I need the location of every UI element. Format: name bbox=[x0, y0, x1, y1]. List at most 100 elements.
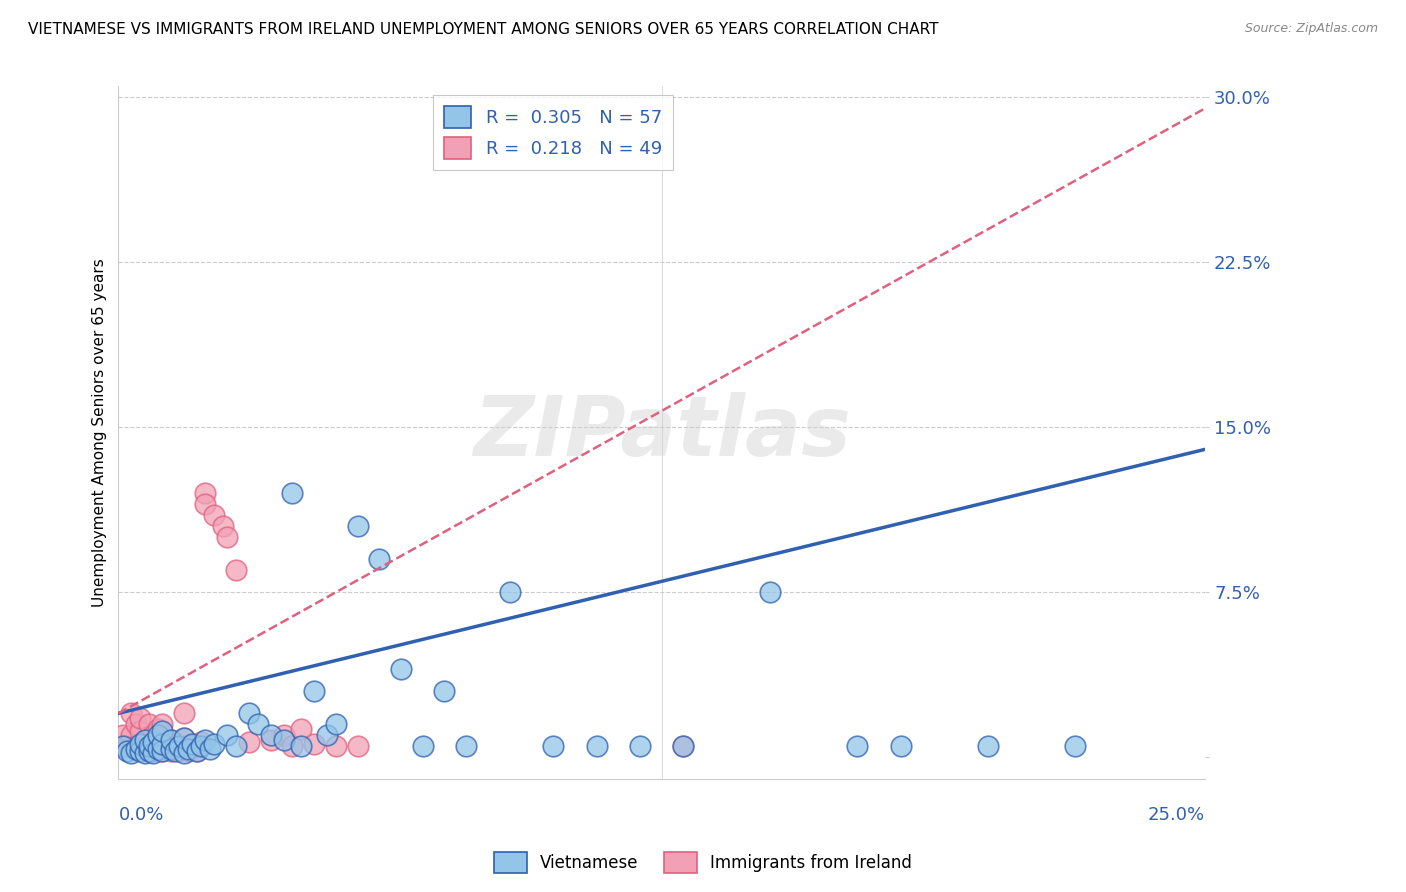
Point bbox=[142, 746, 165, 760]
Point bbox=[211, 519, 233, 533]
Point bbox=[238, 706, 260, 721]
Point bbox=[129, 739, 152, 754]
Point bbox=[138, 735, 160, 749]
Point bbox=[202, 508, 225, 523]
Text: VIETNAMESE VS IMMIGRANTS FROM IRELAND UNEMPLOYMENT AMONG SENIORS OVER 65 YEARS C: VIETNAMESE VS IMMIGRANTS FROM IRELAND UN… bbox=[28, 22, 939, 37]
Point bbox=[173, 706, 195, 721]
Point bbox=[138, 744, 160, 758]
Point bbox=[134, 732, 156, 747]
Point bbox=[325, 739, 347, 754]
Point bbox=[134, 732, 156, 747]
Point bbox=[115, 744, 138, 758]
Point bbox=[194, 486, 217, 500]
Point bbox=[190, 739, 212, 754]
Point bbox=[159, 744, 181, 758]
Point bbox=[977, 739, 1000, 754]
Point bbox=[281, 739, 304, 754]
Point bbox=[150, 737, 173, 751]
Point bbox=[194, 732, 217, 747]
Point bbox=[121, 728, 143, 742]
Point bbox=[225, 739, 247, 754]
Point bbox=[111, 739, 134, 754]
Legend: R =  0.305   N = 57, R =  0.218   N = 49: R = 0.305 N = 57, R = 0.218 N = 49 bbox=[433, 95, 673, 170]
Point bbox=[129, 711, 152, 725]
Point bbox=[585, 739, 607, 754]
Point bbox=[173, 746, 195, 760]
Point bbox=[628, 739, 651, 754]
Point bbox=[155, 739, 177, 754]
Point bbox=[125, 739, 148, 754]
Point bbox=[456, 739, 478, 754]
Point bbox=[173, 731, 195, 745]
Point bbox=[138, 744, 160, 758]
Point bbox=[138, 739, 160, 754]
Point bbox=[181, 739, 204, 754]
Point bbox=[759, 585, 782, 599]
Point bbox=[389, 662, 412, 676]
Point bbox=[146, 739, 169, 754]
Point bbox=[198, 741, 221, 756]
Legend: Vietnamese, Immigrants from Ireland: Vietnamese, Immigrants from Ireland bbox=[486, 846, 920, 880]
Point bbox=[846, 739, 869, 754]
Point bbox=[159, 732, 181, 747]
Point bbox=[541, 739, 564, 754]
Point bbox=[302, 684, 325, 698]
Point bbox=[217, 530, 239, 544]
Point bbox=[134, 746, 156, 760]
Point bbox=[150, 731, 173, 745]
Point bbox=[225, 563, 247, 577]
Point bbox=[142, 744, 165, 758]
Text: Source: ZipAtlas.com: Source: ZipAtlas.com bbox=[1244, 22, 1378, 36]
Point bbox=[246, 717, 269, 731]
Y-axis label: Unemployment Among Seniors over 65 years: Unemployment Among Seniors over 65 years bbox=[93, 259, 107, 607]
Point bbox=[150, 744, 173, 758]
Point bbox=[346, 519, 368, 533]
Point bbox=[368, 552, 391, 566]
Point bbox=[1063, 739, 1085, 754]
Point bbox=[316, 728, 339, 742]
Point bbox=[150, 723, 173, 738]
Point bbox=[498, 585, 520, 599]
Point bbox=[273, 732, 295, 747]
Point bbox=[281, 486, 304, 500]
Point bbox=[169, 744, 191, 758]
Point bbox=[129, 723, 152, 738]
Point bbox=[111, 728, 134, 742]
Point bbox=[134, 739, 156, 754]
Point bbox=[194, 497, 217, 511]
Point bbox=[890, 739, 912, 754]
Point bbox=[238, 735, 260, 749]
Text: ZIPatlas: ZIPatlas bbox=[472, 392, 851, 474]
Point bbox=[672, 739, 695, 754]
Point bbox=[186, 744, 208, 758]
Point bbox=[190, 735, 212, 749]
Point bbox=[169, 739, 191, 754]
Point bbox=[177, 741, 200, 756]
Point bbox=[217, 728, 239, 742]
Point bbox=[150, 744, 173, 758]
Point bbox=[173, 731, 195, 745]
Point bbox=[177, 744, 200, 758]
Point bbox=[138, 717, 160, 731]
Point bbox=[273, 728, 295, 742]
Point bbox=[146, 732, 169, 747]
Text: 0.0%: 0.0% bbox=[118, 805, 165, 823]
Point bbox=[121, 746, 143, 760]
Point bbox=[125, 717, 148, 731]
Point bbox=[412, 739, 434, 754]
Text: 25.0%: 25.0% bbox=[1147, 805, 1205, 823]
Point bbox=[259, 728, 281, 742]
Point bbox=[259, 732, 281, 747]
Point bbox=[202, 737, 225, 751]
Point bbox=[146, 722, 169, 736]
Point bbox=[163, 739, 186, 754]
Point bbox=[129, 737, 152, 751]
Point bbox=[142, 728, 165, 742]
Point bbox=[159, 732, 181, 747]
Point bbox=[146, 728, 169, 742]
Point bbox=[129, 744, 152, 758]
Point bbox=[302, 737, 325, 751]
Point bbox=[290, 739, 312, 754]
Point bbox=[159, 741, 181, 756]
Point bbox=[163, 744, 186, 758]
